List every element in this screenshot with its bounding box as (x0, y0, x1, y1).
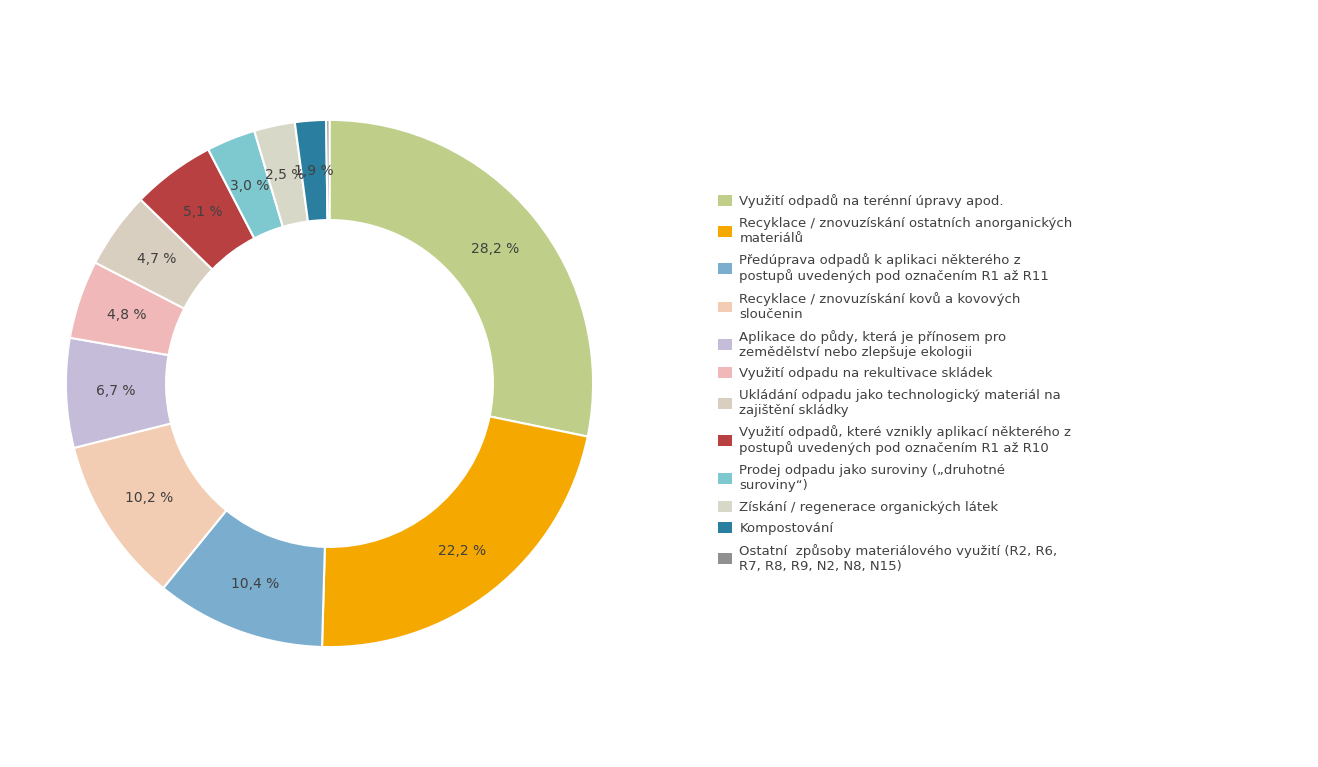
Text: 28,2 %: 28,2 % (471, 242, 519, 255)
Text: 5,1 %: 5,1 % (182, 205, 221, 219)
Wedge shape (163, 510, 324, 647)
Text: 4,7 %: 4,7 % (137, 252, 175, 265)
Text: 10,4 %: 10,4 % (231, 577, 279, 591)
Wedge shape (66, 337, 171, 448)
Text: 1,9 %: 1,9 % (294, 163, 333, 177)
Wedge shape (95, 199, 212, 308)
Wedge shape (74, 423, 227, 588)
Wedge shape (330, 120, 593, 436)
Wedge shape (326, 120, 330, 220)
Text: 3,0 %: 3,0 % (229, 179, 269, 193)
Wedge shape (295, 120, 327, 222)
Wedge shape (70, 262, 185, 355)
Text: 2,5 %: 2,5 % (265, 168, 304, 182)
Wedge shape (322, 416, 588, 647)
Text: 10,2 %: 10,2 % (125, 492, 174, 505)
Wedge shape (254, 122, 308, 227)
Wedge shape (208, 131, 283, 239)
Text: 6,7 %: 6,7 % (96, 384, 136, 398)
Legend: Využití odpadů na terénní úpravy apod., Recyklace / znovuzískání ostatních anorg: Využití odpadů na terénní úpravy apod., … (718, 194, 1073, 573)
Text: 22,2 %: 22,2 % (438, 544, 486, 558)
Text: 4,8 %: 4,8 % (108, 308, 146, 322)
Wedge shape (141, 150, 254, 269)
